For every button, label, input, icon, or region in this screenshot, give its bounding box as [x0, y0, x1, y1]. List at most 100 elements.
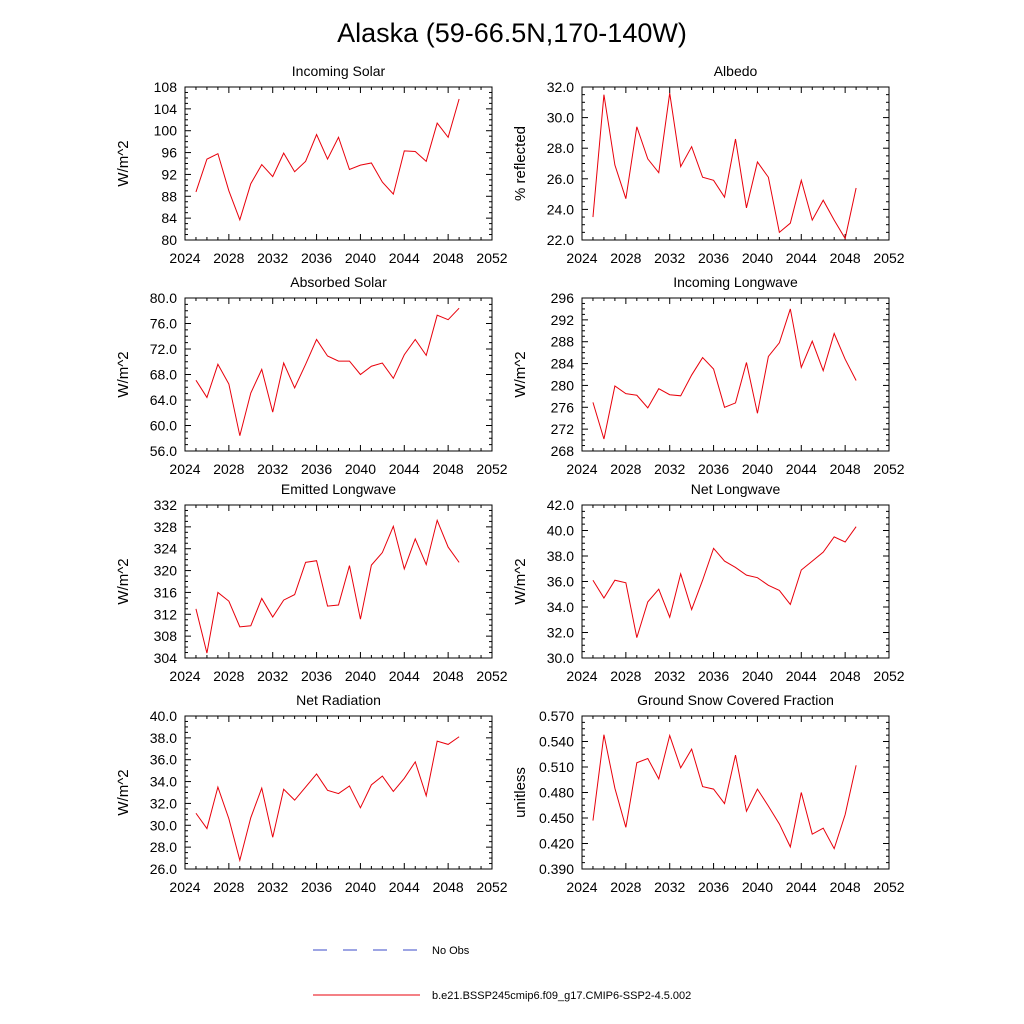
series-line — [592, 733, 857, 850]
x-tick-label: 2032 — [257, 879, 288, 895]
x-tick-label: 2028 — [213, 668, 244, 684]
y-tick-label: 100 — [154, 123, 178, 139]
y-tick-label: 324 — [154, 541, 178, 557]
x-tick-label: 2048 — [830, 668, 861, 684]
y-tick-label: 268 — [551, 443, 575, 459]
series-line — [592, 93, 857, 240]
y-tick-label: 22.0 — [547, 232, 574, 248]
x-tick-label: 2044 — [786, 879, 817, 895]
y-tick-label: 32.0 — [150, 795, 177, 811]
y-tick-label: 60.0 — [150, 418, 177, 434]
x-tick-label: 2024 — [169, 250, 200, 266]
series-line — [592, 526, 857, 638]
panel-title: Incoming Longwave — [673, 274, 798, 290]
x-tick-label: 2052 — [476, 250, 507, 266]
x-tick-label: 2044 — [786, 668, 817, 684]
y-tick-label: 308 — [154, 628, 178, 644]
y-tick-label: 36.0 — [150, 752, 177, 768]
y-tick-label: 42.0 — [547, 497, 574, 513]
series-line — [195, 518, 460, 654]
series-line — [195, 307, 460, 436]
panel-title: Net Radiation — [296, 692, 381, 708]
y-tick-label: 96 — [161, 145, 177, 161]
y-tick-label: 24.0 — [547, 201, 574, 217]
x-tick-label: 2048 — [830, 461, 861, 477]
x-tick-label: 2028 — [213, 250, 244, 266]
y-tick-label: 0.480 — [539, 785, 574, 801]
x-tick-label: 2048 — [433, 250, 464, 266]
y-tick-label: 288 — [551, 334, 575, 350]
x-tick-label: 2040 — [742, 668, 773, 684]
x-tick-label: 2044 — [786, 461, 817, 477]
x-tick-label: 2036 — [698, 668, 729, 684]
legend-no-obs-label: No Obs — [432, 945, 470, 957]
y-axis-label: W/m^2 — [512, 351, 529, 397]
y-tick-label: 80.0 — [150, 290, 177, 306]
x-tick-label: 2024 — [566, 461, 597, 477]
x-tick-label: 2048 — [830, 250, 861, 266]
y-tick-label: 34.0 — [150, 774, 177, 790]
y-tick-label: 272 — [551, 421, 575, 437]
y-tick-label: 68.0 — [150, 367, 177, 383]
x-tick-label: 2040 — [345, 461, 376, 477]
x-tick-label: 2028 — [213, 879, 244, 895]
x-tick-label: 2024 — [169, 879, 200, 895]
y-tick-label: 64.0 — [150, 392, 177, 408]
chart-panel: Albedo % reflected 2024 2028 2032 2036 2040 204… — [512, 63, 905, 266]
y-tick-label: 26.0 — [150, 861, 177, 877]
y-axis-label: W/m^2 — [115, 769, 132, 815]
panels: Incoming Solar W/m^2 2024 2028 2032 2036 2040 2… — [115, 63, 905, 895]
x-tick-label: 2048 — [830, 879, 861, 895]
x-tick-label: 2032 — [654, 668, 685, 684]
y-tick-label: 84 — [161, 210, 177, 226]
y-tick-label: 0.570 — [539, 708, 574, 724]
y-tick-label: 0.390 — [539, 861, 574, 877]
x-tick-label: 2044 — [389, 668, 420, 684]
x-tick-label: 2036 — [301, 879, 332, 895]
y-axis-label: W/m^2 — [115, 351, 132, 397]
y-tick-label: 56.0 — [150, 443, 177, 459]
x-tick-label: 2052 — [873, 250, 904, 266]
y-tick-label: 280 — [551, 377, 575, 393]
y-tick-label: 80 — [161, 232, 177, 248]
y-axis-label: W/m^2 — [115, 558, 132, 604]
y-tick-label: 316 — [154, 584, 178, 600]
y-tick-label: 0.540 — [539, 734, 574, 750]
chart-panel: Absorbed Solar W/m^2 2024 2028 2032 2036 2040 2… — [115, 274, 508, 477]
y-tick-label: 312 — [154, 606, 178, 622]
chart-panel: Emitted Longwave W/m^2 2024 2028 2032 2036 204… — [115, 481, 508, 684]
y-axis-label: unitless — [512, 767, 529, 818]
x-tick-label: 2032 — [257, 461, 288, 477]
series-line — [195, 736, 460, 863]
y-tick-label: 36.0 — [547, 574, 574, 590]
x-tick-label: 2036 — [698, 250, 729, 266]
legend: No Obs b.e21.BSSP245cmip6.f09_g17.CMIP6-… — [313, 945, 691, 1002]
x-tick-label: 2048 — [433, 668, 464, 684]
y-tick-label: 40.0 — [547, 523, 574, 539]
y-tick-label: 104 — [154, 101, 178, 117]
x-tick-label: 2052 — [873, 879, 904, 895]
x-tick-label: 2040 — [345, 879, 376, 895]
x-tick-label: 2040 — [742, 250, 773, 266]
x-tick-label: 2052 — [476, 461, 507, 477]
x-tick-label: 2024 — [566, 879, 597, 895]
y-tick-label: 292 — [551, 312, 575, 328]
panel-title: Absorbed Solar — [290, 274, 387, 290]
y-tick-label: 320 — [154, 563, 178, 579]
y-tick-label: 28.0 — [547, 140, 574, 156]
x-tick-label: 2052 — [873, 461, 904, 477]
y-tick-label: 34.0 — [547, 599, 574, 615]
x-tick-label: 2032 — [654, 461, 685, 477]
x-tick-label: 2052 — [476, 879, 507, 895]
x-tick-label: 2032 — [654, 879, 685, 895]
y-tick-label: 38.0 — [150, 730, 177, 746]
chart-panel: Incoming Longwave W/m^2 2024 2028 2032 2036 20… — [512, 274, 905, 477]
y-tick-label: 304 — [154, 650, 178, 666]
y-tick-label: 328 — [154, 519, 178, 535]
y-tick-label: 296 — [551, 290, 575, 306]
x-tick-label: 2036 — [301, 250, 332, 266]
chart-panel: Net Longwave W/m^2 2024 2028 2032 2036 2040 204… — [512, 481, 905, 684]
series-line — [592, 308, 857, 440]
x-tick-label: 2028 — [610, 250, 641, 266]
